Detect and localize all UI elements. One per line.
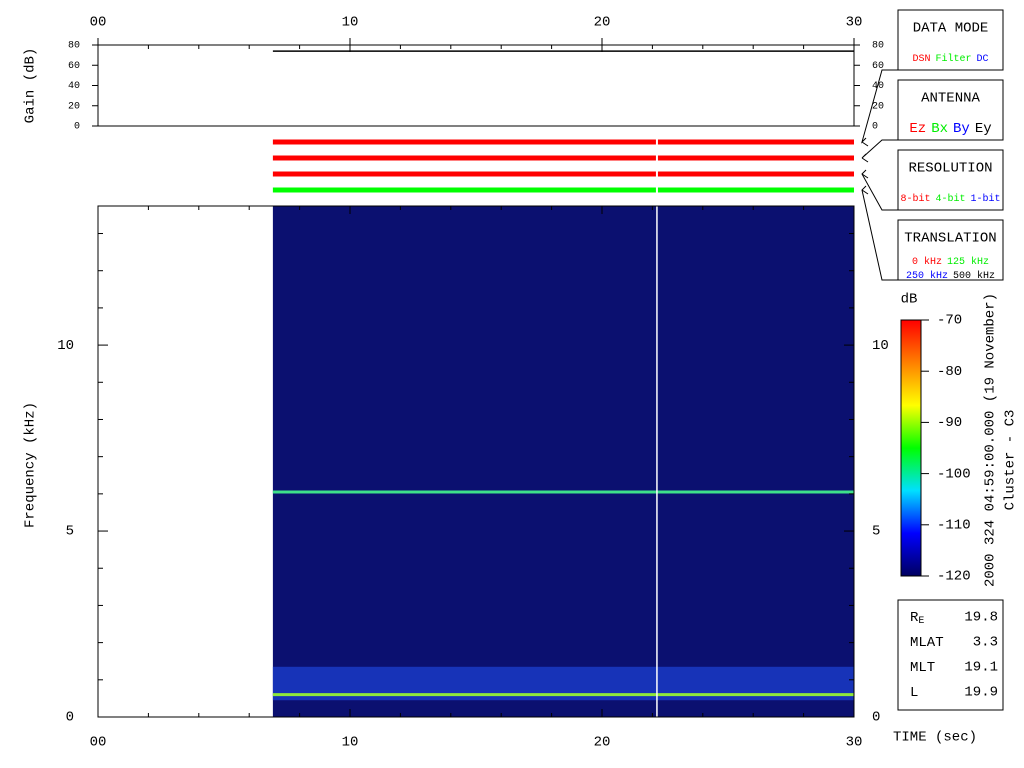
colorbar-tick-label: -70 (937, 313, 962, 329)
legend-item: 8-bit (900, 193, 930, 205)
colorbar-label: dB (901, 292, 918, 308)
legend-item: 0 kHz (912, 256, 942, 268)
legend-row: 0 kHz 125 kHz (912, 256, 989, 268)
legend-frame (897, 149, 1004, 211)
legend-connector (861, 169, 898, 211)
legend-title: DATA MODE (913, 21, 989, 37)
legend-item: Ey (975, 121, 992, 137)
legend-frame (897, 79, 1004, 141)
y-tick-label-right: 5 (872, 524, 880, 540)
info-value: 19.1 (964, 660, 998, 676)
y-tick-label-right: 10 (872, 338, 889, 354)
legend-row: Ez Bx By Ey (909, 121, 991, 137)
info-label: L (910, 685, 918, 701)
legend-title: TRANSLATION (904, 231, 996, 247)
legend-item: Ez (909, 121, 926, 137)
legend-item: 250 kHz (906, 270, 948, 282)
x-tick-label: 10 (342, 735, 359, 751)
info-label-text: MLT (910, 660, 935, 676)
info-label: RE (910, 610, 924, 627)
info-value: 19.8 (964, 610, 998, 626)
gain-frame (97, 44, 855, 127)
y-tick-label-right: 60 (872, 61, 884, 72)
legend-item: 125 kHz (947, 256, 989, 268)
y-tick-label: 5 (66, 524, 74, 540)
y-tick-label-right: 20 (872, 101, 884, 112)
x-tick-label: 00 (90, 735, 107, 751)
y-tick-label: 20 (68, 101, 80, 112)
y-tick-label-right: 80 (872, 41, 884, 52)
y-tick-label-right: 0 (872, 710, 880, 726)
y-tick-label: 10 (57, 338, 74, 354)
legend-arrow (861, 173, 869, 179)
legend-box: RESOLUTION 8-bit 4-bit 1-bit (897, 149, 1004, 211)
info-frame (897, 599, 1004, 711)
info-label-text: R (910, 610, 919, 626)
spectrogram-frame (97, 205, 855, 718)
info-label-text: MLAT (910, 635, 944, 651)
x-tick-label-top: 10 (342, 15, 359, 31)
legend-frame (897, 9, 1004, 71)
y-tick-label: 0 (74, 122, 80, 133)
y-tick-label: 40 (68, 81, 80, 92)
y-tick-label: 0 (66, 710, 74, 726)
legend-connector (861, 139, 898, 159)
legend-arrow (861, 141, 869, 147)
legend-arrow (861, 157, 869, 163)
x-axis-label: TIME (sec) (893, 730, 977, 746)
x-tick-label-top: 30 (846, 15, 863, 31)
legend-frame (897, 219, 1004, 281)
spectrogram-background (272, 206, 854, 717)
legend-item: Filter (935, 53, 971, 65)
legend-arrow (861, 189, 869, 195)
colorbar-tick-label: -110 (937, 518, 971, 534)
legend-connector (861, 69, 898, 144)
info-label: MLT (910, 660, 935, 676)
y-axis-label: Frequency (kHz) (23, 402, 39, 528)
legend-item: DSN (912, 54, 930, 65)
legend-box: DATA MODE DSN Filter DC (897, 9, 1004, 71)
info-label-text: L (910, 685, 918, 701)
legend-row: 8-bit 4-bit 1-bit (900, 193, 1000, 205)
colorbar-tick-label: -120 (937, 569, 971, 585)
info-label-sub: E (918, 616, 924, 627)
spacecraft-annotation: Cluster - C3 (1003, 410, 1019, 511)
y-tick-label-right: 40 (872, 81, 884, 92)
legend-row: DSN Filter DC (912, 53, 988, 65)
legend-item: Bx (931, 121, 948, 137)
x-tick-label-top: 20 (594, 15, 611, 31)
legend-box: TRANSLATION 0 kHz 125 kHz 250 kHz 500 kHz (897, 219, 1004, 282)
x-tick-label: 20 (594, 735, 611, 751)
colorbar (900, 319, 922, 577)
legend-title: ANTENNA (921, 91, 980, 107)
info-value: 19.9 (964, 685, 998, 701)
info-label: MLAT (910, 635, 944, 651)
y-tick-label-right: 0 (872, 122, 878, 133)
legend-item: 500 kHz (953, 270, 995, 282)
legend-item: 4-bit (935, 193, 965, 205)
legend-title: RESOLUTION (908, 161, 992, 177)
y-tick-label: 60 (68, 61, 80, 72)
colorbar-tick-label: -80 (937, 364, 962, 380)
y-tick-label: 80 (68, 41, 80, 52)
legend-row: 250 kHz 500 kHz (906, 270, 995, 282)
date-annotation: 2000 324 04:59:00.000 (19 November) (983, 293, 999, 587)
legend-item: 1-bit (971, 193, 1001, 205)
legend-item: By (953, 121, 970, 137)
legend-box: ANTENNA Ez Bx By Ey (897, 79, 1004, 141)
colorbar-tick-label: -90 (937, 415, 962, 431)
colorbar-tick-label: -100 (937, 466, 971, 482)
legend-connector (861, 185, 898, 281)
legend-item: DC (977, 54, 989, 65)
y-axis-label: Gain (dB) (23, 48, 39, 124)
x-tick-label-top: 00 (90, 15, 107, 31)
x-tick-label: 30 (846, 735, 863, 751)
info-value: 3.3 (973, 635, 998, 651)
